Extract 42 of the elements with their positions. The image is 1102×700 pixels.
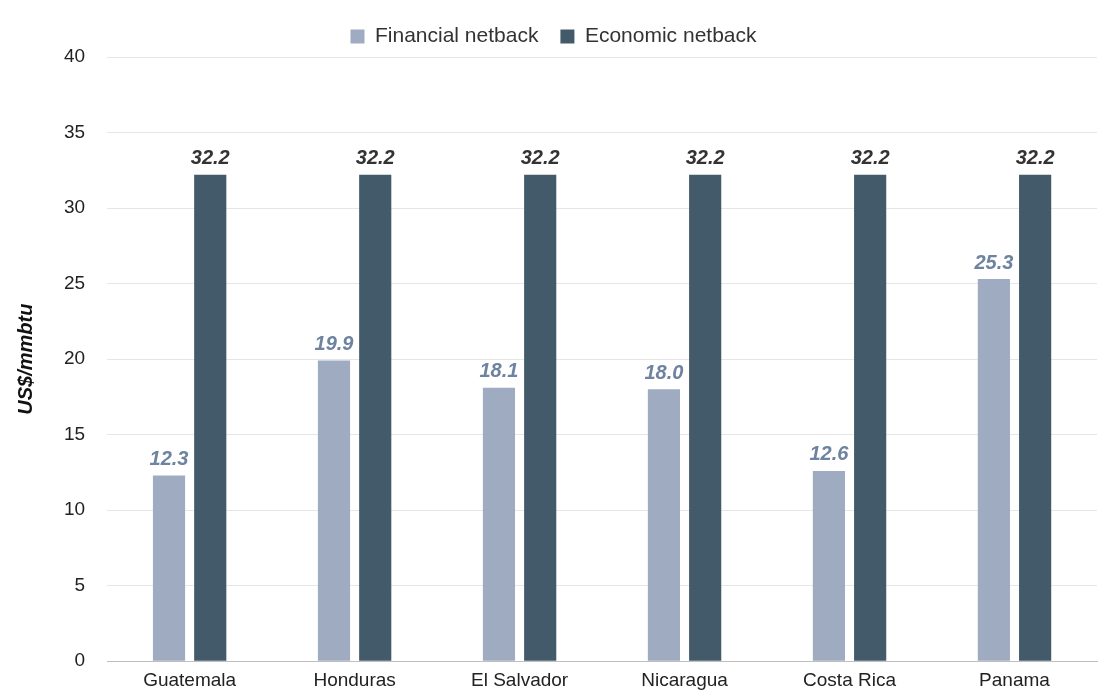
x-tick-label: El Salvador <box>470 668 569 690</box>
data-label: 32.2 <box>850 146 890 169</box>
bar <box>359 174 392 661</box>
legend-label: Financial netback <box>374 23 539 47</box>
y-axis-title: US$/mmbtu <box>13 303 36 415</box>
bar <box>482 387 516 661</box>
bar <box>689 174 722 661</box>
y-tick-label: 5 <box>74 573 86 595</box>
data-label: 12.3 <box>149 446 189 469</box>
data-label: 32.2 <box>190 146 230 169</box>
bar <box>1019 174 1052 661</box>
bar <box>977 279 1010 661</box>
data-label: 32.2 <box>1015 146 1055 169</box>
data-label: 12.6 <box>809 442 850 465</box>
bar <box>647 389 681 661</box>
x-tick-label: Costa Rica <box>803 668 897 690</box>
x-tick-label: Guatemala <box>143 668 237 690</box>
bar <box>524 174 557 661</box>
y-tick-label: 20 <box>63 347 86 369</box>
y-tick-label: 25 <box>63 271 86 293</box>
data-label: 25.3 <box>973 250 1014 273</box>
y-tick-label: 15 <box>63 422 86 444</box>
data-label: 32.2 <box>685 146 725 169</box>
data-label: 32.2 <box>520 146 560 169</box>
x-tick-label: Honduras <box>313 668 396 690</box>
data-label: 18.0 <box>644 360 684 383</box>
data-label: 18.1 <box>479 359 519 382</box>
y-tick-label: 40 <box>63 45 86 67</box>
x-tick-label: Panama <box>979 668 1051 690</box>
bar <box>152 475 186 661</box>
bar <box>194 174 227 661</box>
y-tick-label: 35 <box>63 120 86 142</box>
bar <box>812 470 845 661</box>
bar <box>317 360 351 661</box>
x-tick-label: Nicaragua <box>641 668 729 690</box>
bar <box>854 174 887 661</box>
data-label: 32.2 <box>355 146 395 169</box>
data-label: 19.9 <box>314 332 355 355</box>
y-tick-label: 30 <box>63 196 86 218</box>
y-tick-label: 10 <box>63 498 86 520</box>
y-tick-label: 0 <box>74 649 86 671</box>
legend-label: Economic netback <box>584 23 758 47</box>
